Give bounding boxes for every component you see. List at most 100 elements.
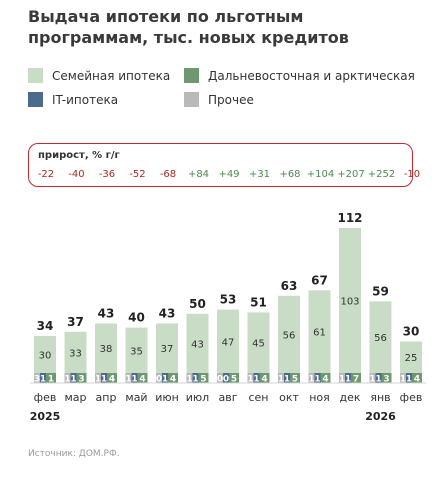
segment-label-family: 35	[130, 346, 143, 357]
segment-label-it: 1	[70, 375, 76, 385]
bar-segment-family	[278, 295, 300, 373]
segment-label-family: 37	[161, 344, 174, 355]
bar-segment-fareast	[381, 373, 392, 383]
segment-label-other: 1	[369, 375, 375, 385]
segment-label-family: 33	[69, 348, 82, 359]
bar-segment-it	[375, 373, 382, 383]
bar-segment-family	[125, 327, 148, 373]
segment-label-other: 3	[34, 375, 40, 385]
segment-label-fareast: 4	[170, 375, 176, 385]
bar-segment-other	[308, 373, 315, 383]
bar-segment-it	[314, 373, 321, 383]
segment-label-family: 47	[222, 337, 235, 348]
growth-value: -40	[68, 169, 85, 180]
legend-swatch-it	[28, 92, 43, 107]
segment-label-other: 1	[278, 375, 284, 385]
growth-value: +252	[367, 169, 396, 180]
bar-segment-fareast	[229, 373, 239, 383]
segment-label-family: 103	[340, 297, 359, 308]
bar-segment-family	[186, 313, 209, 373]
total-label: 112	[337, 211, 362, 225]
segment-label-fareast: 4	[109, 375, 115, 385]
growth-value: +104	[306, 169, 335, 180]
segment-label-it: 1	[101, 375, 107, 385]
x-tick-label: янв	[370, 391, 390, 404]
bar-segment-other	[95, 373, 101, 383]
segment-label-fareast: 4	[414, 375, 420, 385]
growth-title: прирост, % г/г	[38, 150, 120, 161]
segment-label-fareast: 3	[78, 375, 84, 385]
segment-label-it: 0	[223, 375, 229, 385]
legend-swatch-family	[28, 68, 43, 83]
segment-label-it: 1	[406, 375, 412, 385]
total-label: 53	[220, 293, 237, 307]
bar-segment-fareast	[46, 373, 56, 383]
x-tick-label: ноя	[309, 391, 330, 404]
x-tick-label: фев	[34, 391, 57, 404]
bar-segment-other	[186, 373, 193, 383]
x-tick-label: фев	[400, 391, 423, 404]
source-note: Источник: ДОМ.РФ.	[28, 449, 120, 459]
segment-label-other: 1	[64, 375, 70, 385]
bar-segment-other	[369, 373, 376, 383]
segment-label-fareast: 3	[383, 375, 389, 385]
segment-label-it: 1	[162, 375, 168, 385]
segment-label-family: 45	[252, 339, 265, 350]
segment-label-it: 1	[253, 375, 259, 385]
bar-segment-fareast	[290, 373, 300, 383]
segment-label-other: 1	[247, 375, 253, 385]
x-tick-label: июн	[155, 391, 179, 404]
total-label: 34	[37, 319, 54, 333]
segment-label-it: 1	[131, 375, 137, 385]
legend-swatch-fareast	[184, 68, 199, 83]
segment-label-it: 1	[192, 375, 198, 385]
segment-label-other: 1	[95, 375, 101, 385]
bar-segment-family	[369, 301, 392, 373]
bar-segment-family	[308, 290, 331, 373]
year-label: 2026	[365, 410, 396, 423]
x-tick-label: апр	[96, 391, 117, 404]
segment-label-family: 61	[313, 328, 326, 339]
segment-label-fareast: 1	[48, 375, 54, 385]
x-tick-label: май	[125, 391, 147, 404]
legend-item-other: Прочее	[184, 92, 254, 107]
year-label: 2025	[30, 410, 61, 423]
growth-value: -52	[129, 169, 146, 180]
growth-values: -22 -40 -36 -52 -68 +84 +49 +31 +68 +104 +207 +252-…	[29, 169, 420, 183]
growth-value: +68	[279, 169, 301, 180]
bar-segment-it	[70, 373, 77, 383]
segment-label-family: 56	[283, 330, 296, 341]
bar-segment-family	[339, 228, 361, 373]
growth-value: +31	[248, 169, 271, 180]
legend-item-family: Семейная ипотека	[28, 68, 170, 83]
segment-label-family: 56	[374, 333, 387, 344]
bar-segment-it	[40, 373, 46, 383]
total-label: 30	[403, 324, 420, 338]
total-label: 50	[189, 297, 206, 311]
growth-value: -10	[403, 169, 421, 180]
bar-segment-fareast	[198, 373, 209, 383]
segment-label-it: 1	[345, 375, 351, 385]
bar-segment-other	[247, 373, 254, 383]
segment-label-fareast: 5	[231, 375, 237, 385]
segment-label-family: 38	[100, 344, 113, 355]
growth-value: +84	[187, 169, 210, 180]
x-tick-label: авг	[218, 391, 237, 404]
total-label: 37	[67, 315, 84, 329]
segment-label-fareast: 5	[292, 375, 298, 385]
legend-item-fareast: Дальневосточная и арктическая	[184, 68, 415, 83]
segment-label-other: 1	[186, 375, 192, 385]
bar-segment-it	[192, 373, 199, 383]
growth-box: прирост, % г/г -22 -40 -36 -52 -68 +84 +49 +31 +…	[28, 143, 420, 187]
total-label: 67	[311, 273, 328, 287]
total-label: 59	[372, 284, 389, 298]
total-label: 43	[159, 306, 176, 320]
bar-segment-family	[64, 331, 87, 373]
bar-segment-other	[339, 373, 345, 383]
segment-label-other: 0	[156, 375, 162, 385]
bar-segment-fareast	[107, 373, 117, 383]
total-label: 51	[250, 295, 267, 309]
legend-label-fareast: Дальневосточная и арктическая	[208, 68, 415, 83]
bar-segment-family	[400, 341, 422, 373]
total-label: 40	[128, 311, 145, 325]
